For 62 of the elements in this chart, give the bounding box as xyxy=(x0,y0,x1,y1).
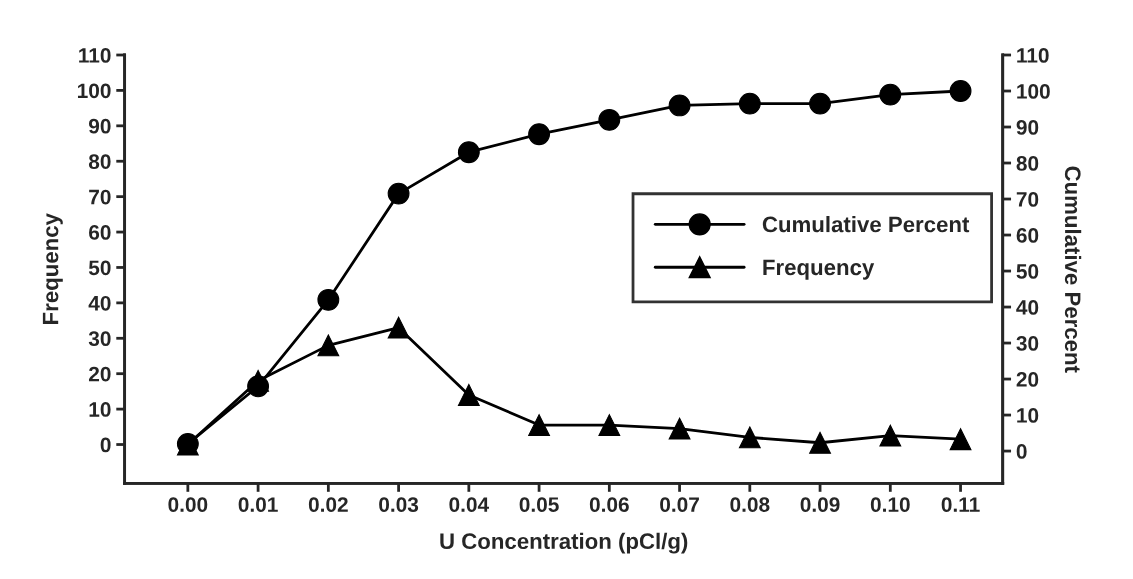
y-tick-label: 40 xyxy=(88,295,111,311)
point xyxy=(949,80,972,102)
point xyxy=(668,417,691,440)
y-tick-label: 50 xyxy=(88,260,111,276)
point xyxy=(879,424,902,447)
point xyxy=(317,334,340,357)
x-tick-label: 0.00 xyxy=(168,497,208,512)
point xyxy=(528,414,551,436)
point xyxy=(809,431,831,454)
x-tick-label: 0.07 xyxy=(660,497,699,512)
y2-tick-label: 0 xyxy=(1016,444,1027,459)
point xyxy=(528,123,551,146)
legend-label: Cumulative Percent xyxy=(762,215,970,233)
point xyxy=(879,83,902,106)
point xyxy=(317,288,340,311)
point xyxy=(247,369,270,392)
y2-tick-label: 60 xyxy=(1016,228,1039,243)
x-tick-label: 0.08 xyxy=(730,497,770,512)
point xyxy=(738,426,761,449)
y-tick-label: 80 xyxy=(88,154,111,169)
point xyxy=(738,92,761,115)
point xyxy=(668,94,691,117)
y2-tick-label: 20 xyxy=(1016,372,1039,387)
point xyxy=(598,108,621,131)
point xyxy=(457,384,480,406)
x-tick-label: 0.01 xyxy=(238,497,278,512)
x-tick-label: 0.11 xyxy=(941,497,980,512)
y-tick-label: 60 xyxy=(89,225,111,240)
y-tick-label: 10 xyxy=(89,402,111,417)
x-tick-label: 0.04 xyxy=(449,497,489,512)
y-tick-label: 20 xyxy=(88,366,111,382)
point xyxy=(457,141,480,164)
x-tick-label: 0.06 xyxy=(589,497,629,512)
x-axis-title: U Concentration (pCl/g) xyxy=(440,532,688,554)
y-tick-label: 90 xyxy=(88,118,111,134)
y-tick-label: 70 xyxy=(89,189,111,205)
y2-tick-label: 90 xyxy=(1016,120,1039,135)
y2-tick-label: 70 xyxy=(1016,192,1039,207)
y2-axis-title: Cumulative Percent xyxy=(1064,166,1082,373)
y2-tick-label: 10 xyxy=(1017,408,1039,423)
y2-tick-label: 40 xyxy=(1016,300,1039,315)
point xyxy=(949,428,972,451)
point xyxy=(598,414,621,436)
y-tick-label: 110 xyxy=(79,48,111,63)
x-tick-label: 0.10 xyxy=(870,497,910,512)
point xyxy=(387,182,410,205)
x-tick-label: 0.03 xyxy=(379,497,419,512)
y-tick-label: 30 xyxy=(88,331,111,347)
y2-tick-label: 30 xyxy=(1016,336,1039,351)
y2-tick-label: 110 xyxy=(1017,48,1049,63)
y2-tick-label: 80 xyxy=(1016,156,1039,171)
legend-label: Frequency xyxy=(763,259,875,280)
point xyxy=(809,92,831,115)
y-tick-label: 0 xyxy=(100,437,111,453)
y2-tick-label: 50 xyxy=(1016,264,1039,279)
y-tick-label: 100 xyxy=(77,83,111,99)
point xyxy=(387,316,410,339)
x-tick-label: 0.02 xyxy=(308,497,348,512)
x-tick-label: 0.05 xyxy=(519,497,559,512)
x-tick-label: 0.09 xyxy=(800,497,840,512)
y2-tick-label: 100 xyxy=(1017,84,1050,99)
y-axis-title: Frequency xyxy=(42,213,63,324)
